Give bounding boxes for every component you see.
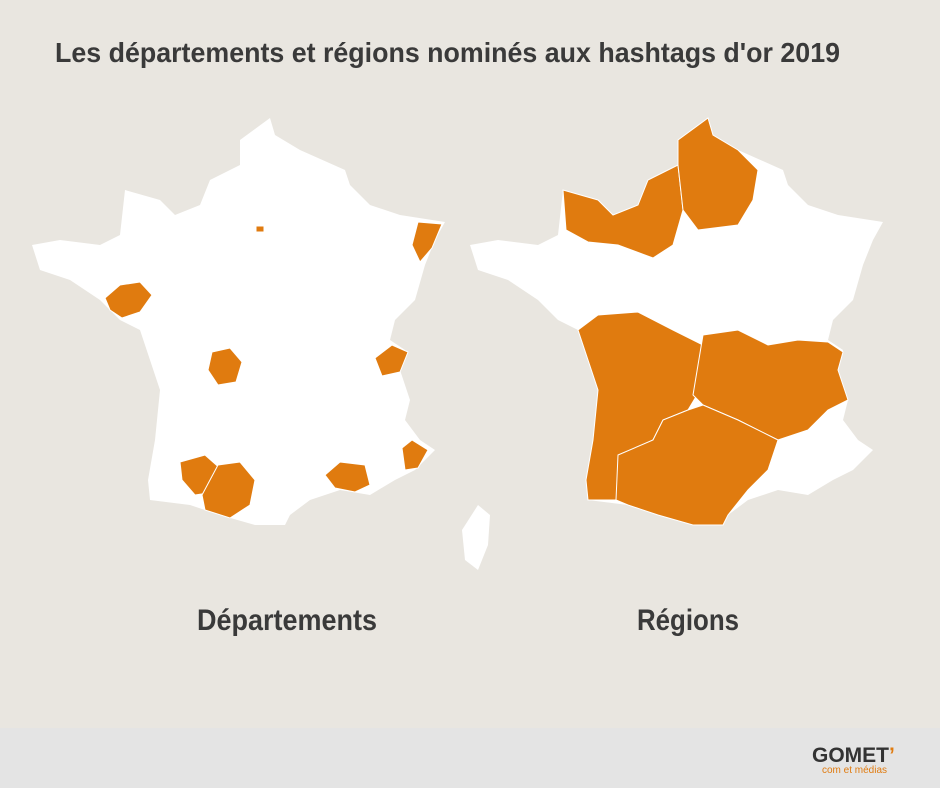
- map-label: Régions: [637, 604, 739, 637]
- title: Les départements et régions nominés aux …: [55, 37, 840, 68]
- map-departements: [32, 118, 490, 570]
- footer: [0, 728, 940, 788]
- logo-tagline: com et médias: [822, 765, 887, 776]
- map-label: Départements: [197, 604, 377, 637]
- logo-name: GOMET’: [812, 744, 895, 767]
- logo-mark: ’: [889, 744, 895, 767]
- logo-word: GOMET: [812, 744, 889, 767]
- map-regions: [470, 117, 883, 526]
- logo: GOMET’ com et médias: [812, 744, 895, 776]
